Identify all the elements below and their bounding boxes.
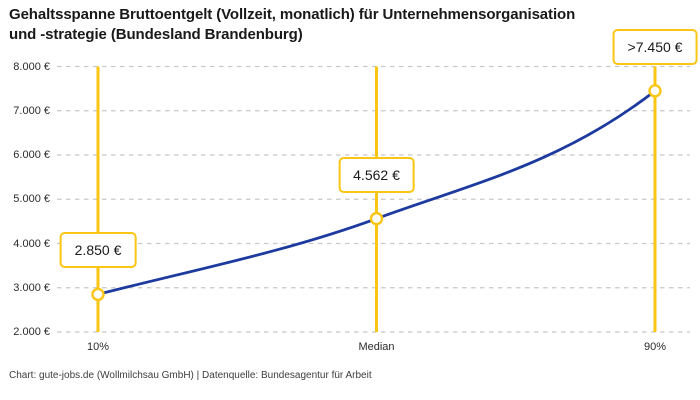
y-tick-label: 6.000 € (13, 149, 50, 161)
y-tick-label: 8.000 € (13, 60, 50, 73)
y-tick-label: 3.000 € (13, 281, 50, 294)
data-point-marker (91, 287, 105, 302)
data-point-marker (648, 84, 662, 98)
point-value-box: 4.562 € (338, 156, 415, 193)
attribution-text: Chart: gute-jobs.de (Wollmilchsau GmbH) … (9, 370, 372, 381)
y-tick-label: 7.000 € (13, 104, 50, 117)
chart-title: Gehaltsspanne Bruttoentgelt (Vollzeit, m… (9, 6, 576, 43)
point-value-box: >7.450 € (612, 28, 698, 65)
y-tick-label: 2.000 € (13, 326, 50, 338)
x-tick-label: 90% (643, 341, 667, 353)
point-value-box: 2.850 € (59, 232, 137, 269)
x-tick-label: 10% (86, 341, 110, 353)
y-tick-label: 5.000 € (13, 193, 50, 206)
x-tick-label: Median (358, 341, 395, 353)
data-point-marker (369, 211, 384, 226)
y-tick-label: 4.000 € (13, 237, 50, 250)
